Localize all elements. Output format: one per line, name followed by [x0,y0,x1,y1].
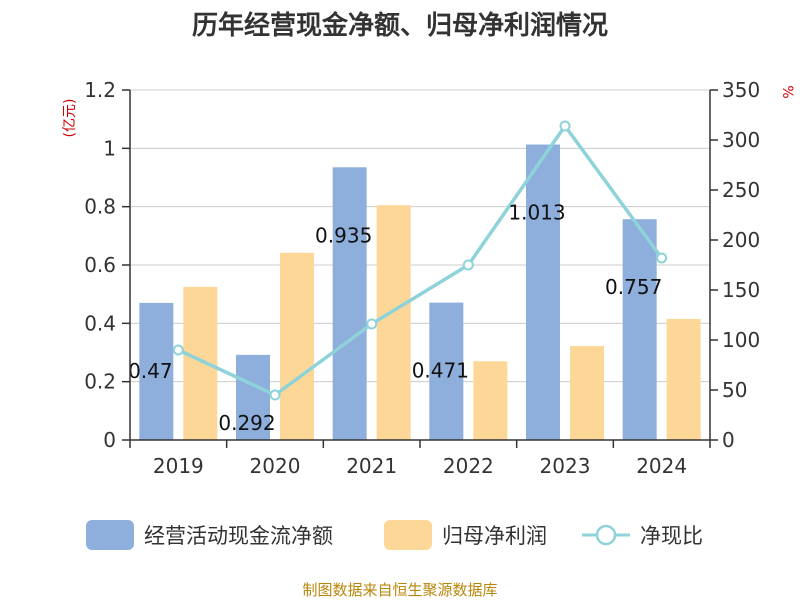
bar-net-profit [473,361,508,440]
ratio-point [172,344,184,356]
right-axis-tick-label: 50 [722,378,747,402]
bar-net-profit [280,252,314,440]
left-axis-unit: (亿元) [62,99,78,138]
left-axis-tick-label: 1 [103,136,116,160]
right-axis-tick-label: 300 [722,128,760,152]
right-axis-tick-label: 0 [722,428,735,452]
data-label: 1.013 [508,201,565,225]
bar-cashflow [526,144,560,440]
legend-swatch-ratio-marker [595,524,617,546]
bar-net-profit [666,318,701,440]
right-axis-tick-label: 100 [722,328,760,352]
source-note: 制图数据来自恒生聚源数据库 [302,581,497,599]
ratio-point [366,318,378,330]
chart-title: 历年经营现金净额、归母净利润情况 [192,10,608,41]
x-axis-tick-label: 2019 [153,454,204,478]
data-label: 0.471 [412,359,469,383]
ratio-point [269,389,281,401]
right-axis-tick-label: 150 [722,278,760,302]
x-axis-tick-label: 2021 [346,454,397,478]
ratio-line [177,124,664,397]
data-label: 0.757 [605,275,662,299]
axes: 0 0.2 0.4 0.6 0.8 1 1.2 0 50 100 150 200 250 300 350 20… [84,78,760,478]
data-label: 0.935 [315,223,372,247]
bar-net-profit [183,286,218,440]
right-axis-tick-label: 250 [722,178,760,202]
bar-cashflow [332,167,367,440]
x-axis-tick-label: 2020 [250,454,301,478]
left-axis-tick-label: 1.2 [84,78,116,102]
right-axis-unit: % [779,85,795,98]
legend-swatch-net-profit [384,520,432,550]
legend: 经营活动现金流净额 归母净利润 净现比 [86,520,703,550]
legend-label-net-profit: 归母净利润 [442,524,547,548]
bar-net-profit [570,346,604,440]
legend-item-net-profit[interactable]: 归母净利润 [384,520,547,550]
bar-cashflow [139,302,174,440]
left-axis-tick-label: 0.2 [84,370,116,394]
data-labels: 0.47 0.292 0.935 0.471 1.013 0.757 [128,201,662,435]
x-axis-tick-label: 2023 [540,454,591,478]
left-axis-tick-label: 0.4 [84,311,116,335]
left-axis-tick-label: 0.6 [84,253,116,277]
x-axis-tick-label: 2022 [443,454,494,478]
left-axis-tick-label: 0 [103,428,116,452]
x-axis-tick-label: 2024 [636,454,687,478]
ratio-point [559,120,571,132]
data-label: 0.47 [128,359,173,383]
data-label: 0.292 [218,411,275,435]
ratio-line-series [172,120,668,401]
left-axis-tick-label: 0.8 [84,195,116,219]
bar-cashflow [622,219,657,440]
bar-net-profit [376,205,411,440]
ratio-point [656,252,668,264]
bars [139,144,701,440]
legend-item-cashflow[interactable]: 经营活动现金流净额 [86,520,333,550]
ratio-point [462,259,474,271]
legend-label-ratio: 净现比 [640,524,703,548]
bar-cashflow [429,302,464,440]
right-axis-tick-label: 200 [722,228,760,252]
legend-swatch-cashflow [86,520,134,550]
grid [130,89,710,383]
bar-cashflow [236,354,270,440]
right-axis-tick-label: 350 [722,78,760,102]
legend-item-ratio[interactable]: 净现比 [582,524,703,548]
legend-label-cashflow: 经营活动现金流净额 [144,524,333,548]
